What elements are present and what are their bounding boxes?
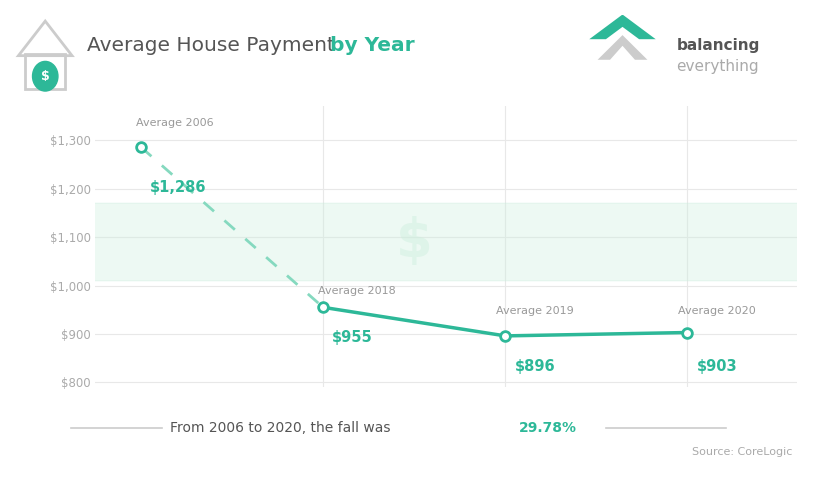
Polygon shape — [598, 35, 647, 60]
Text: Average 2019: Average 2019 — [496, 305, 574, 316]
Text: Average 2018: Average 2018 — [318, 286, 395, 296]
Text: $903: $903 — [696, 359, 737, 374]
Text: Source: CoreLogic: Source: CoreLogic — [692, 447, 793, 457]
Text: $: $ — [396, 216, 432, 268]
Text: by Year: by Year — [330, 36, 414, 56]
Text: balancing: balancing — [676, 39, 759, 53]
Text: From 2006 to 2020, the fall was: From 2006 to 2020, the fall was — [170, 422, 395, 435]
Text: Average 2020: Average 2020 — [678, 305, 756, 316]
Text: $: $ — [41, 70, 50, 83]
Polygon shape — [589, 15, 656, 39]
Text: $1,286: $1,286 — [150, 180, 207, 195]
Text: 29.78%: 29.78% — [519, 422, 577, 435]
Text: $955: $955 — [332, 330, 373, 345]
Text: Average 2006: Average 2006 — [135, 118, 213, 128]
Text: $896: $896 — [515, 359, 555, 374]
Text: everything: everything — [676, 60, 759, 74]
Circle shape — [0, 203, 830, 281]
Text: Average House Payment: Average House Payment — [87, 36, 341, 56]
Circle shape — [32, 61, 58, 91]
